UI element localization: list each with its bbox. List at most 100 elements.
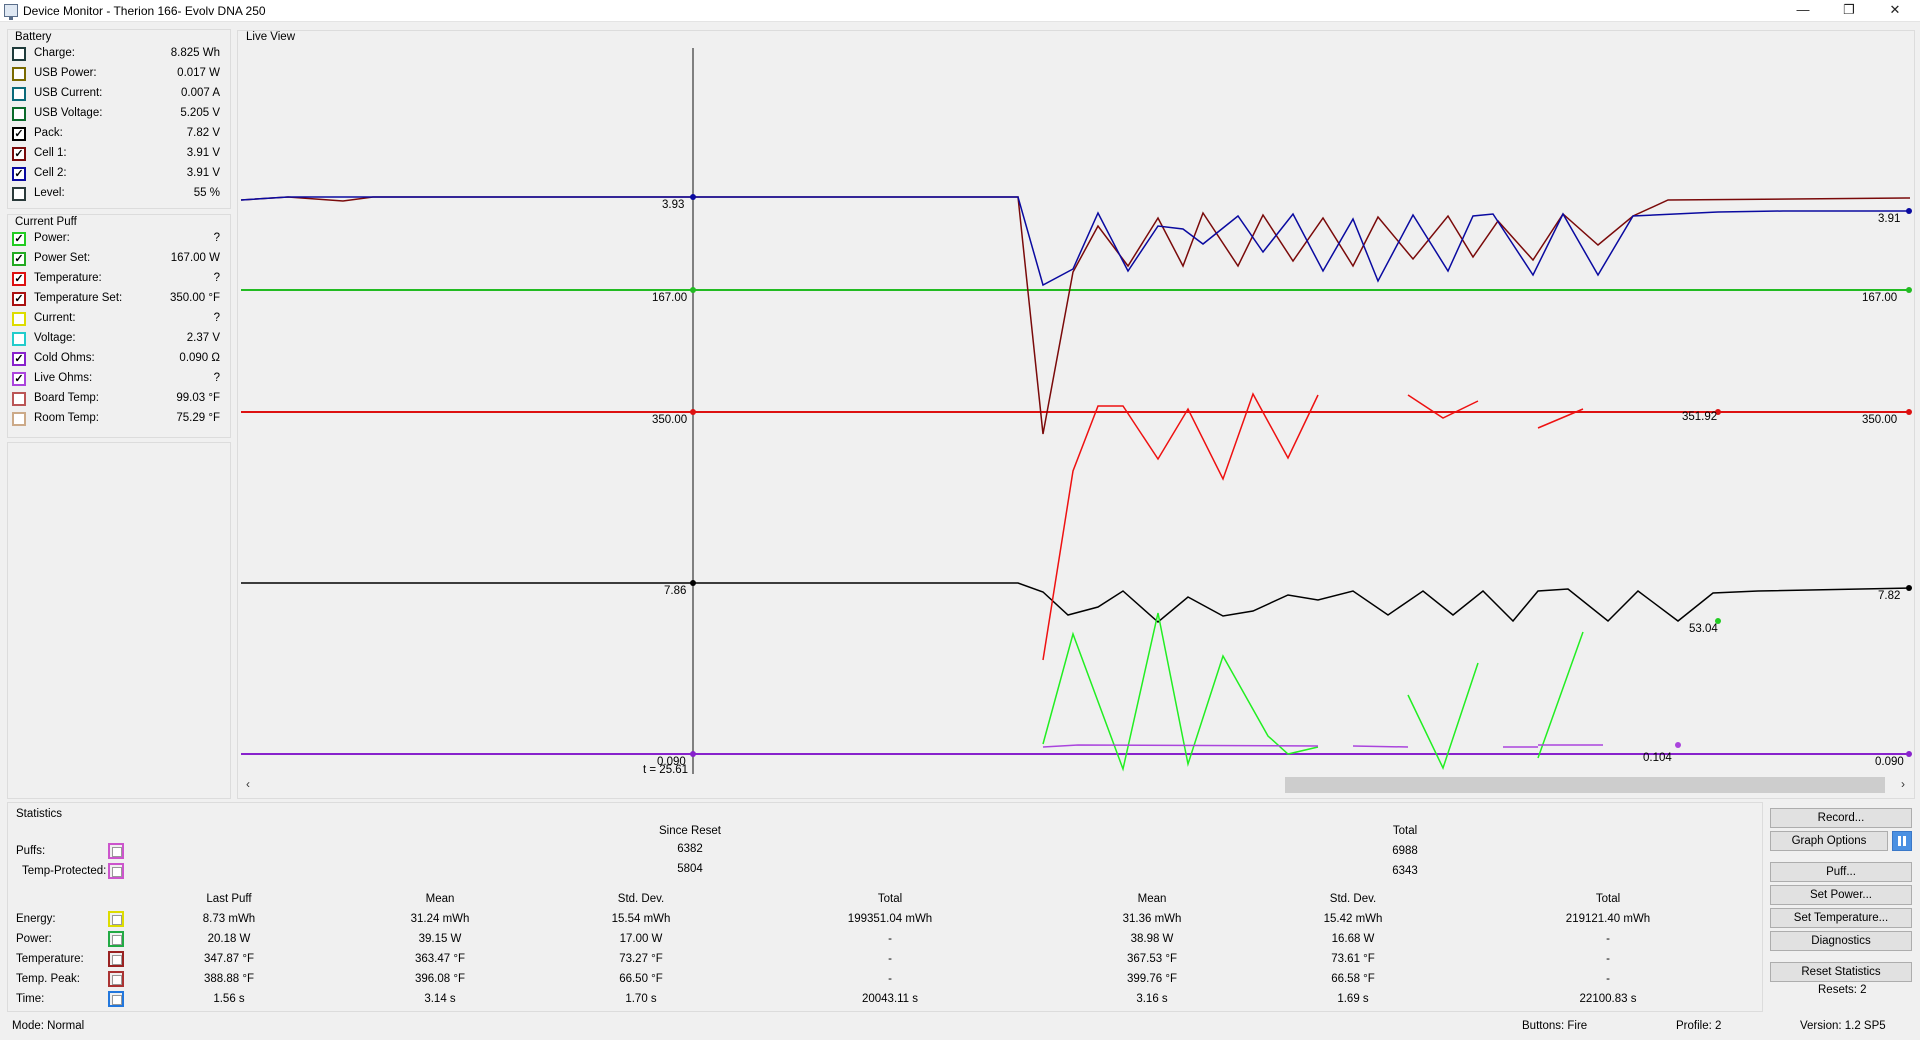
statistics-cell: 3.16 s <box>1136 993 1168 1005</box>
puffs-color-swatch[interactable] <box>108 843 124 859</box>
statistics-cell: 1.56 s <box>213 993 245 1005</box>
maximize-button[interactable]: ❐ <box>1843 2 1855 17</box>
channel-row: USB Current: 0.007 A <box>8 84 230 104</box>
cursor-dot <box>690 751 696 757</box>
channel-row: ✓ Live Ohms:? <box>8 369 230 389</box>
channel-checkbox[interactable] <box>12 107 26 121</box>
graph-options-button[interactable]: Graph Options <box>1770 831 1888 851</box>
record-button[interactable]: Record... <box>1770 808 1912 828</box>
temp-protected-label: Temp-Protected: <box>22 865 107 877</box>
channel-checkbox[interactable] <box>12 47 26 61</box>
diagnostics-button[interactable]: Diagnostics <box>1770 931 1912 951</box>
statistics-color-swatch[interactable] <box>108 971 124 987</box>
channel-checkbox[interactable] <box>12 392 26 406</box>
channel-value: 0.090 Ω <box>179 352 220 364</box>
channel-label: Power Set: <box>34 252 91 264</box>
statistics-cell: 66.58 °F <box>1331 973 1375 985</box>
minimize-button[interactable]: — <box>1796 2 1810 17</box>
statistics-cell: 367.53 °F <box>1127 953 1177 965</box>
statistics-column-header: Mean <box>1137 893 1167 905</box>
channel-checkbox[interactable]: ✓ <box>12 292 26 306</box>
live-view-chart[interactable] <box>238 31 1916 800</box>
pause-icon-bar <box>1903 836 1906 846</box>
channel-checkbox[interactable]: ✓ <box>12 372 26 386</box>
statistics-cell: 199351.04 mWh <box>847 913 933 925</box>
channel-checkbox[interactable]: ✓ <box>12 352 26 366</box>
channel-value: 2.37 V <box>186 332 220 344</box>
channel-row: ✓ Temperature Set: 350.00 °F <box>8 289 230 309</box>
end-label-pack: 7.82 <box>1878 590 1901 602</box>
channel-checkbox[interactable] <box>12 332 26 346</box>
statistics-column-header: Total <box>877 893 903 905</box>
cursor-label-pack: 7.86 <box>664 585 687 597</box>
channel-checkbox[interactable] <box>12 187 26 201</box>
channel-checkbox[interactable]: ✓ <box>12 167 26 181</box>
statistics-cell: 22100.83 s <box>1579 993 1637 1005</box>
statistics-cell: 31.36 mWh <box>1122 913 1182 925</box>
battery-group: Battery Charge: 8.825 Wh USB Power: 0.017 W… <box>7 29 231 209</box>
set-temperature-button[interactable]: Set Temperature... <box>1770 908 1912 928</box>
statistics-color-swatch[interactable] <box>108 931 124 947</box>
cursor-dot <box>690 409 696 415</box>
current-puff-group: Current Puff ✓ Power:? ✓ Power Set: 167.00 W… <box>7 214 231 438</box>
statistics-color-swatch[interactable] <box>108 991 124 1007</box>
pause-button[interactable] <box>1892 831 1912 851</box>
status-version: Version: 1.2 SP5 <box>1800 1020 1886 1032</box>
channel-checkbox[interactable]: ✓ <box>12 147 26 161</box>
channel-row: USB Power: 0.017 W <box>8 64 230 84</box>
channel-checkbox[interactable]: ✓ <box>12 127 26 141</box>
statistics-row-label: Temp. Peak: <box>16 973 80 985</box>
scroll-left-button[interactable]: ‹ <box>246 777 250 791</box>
tp-total: 6343 <box>1392 865 1418 877</box>
battery-group-title: Battery <box>15 31 52 43</box>
cursor-label-ohms: 0.090 <box>657 756 686 768</box>
set-power-button[interactable]: Set Power... <box>1770 885 1912 905</box>
statistics-color-swatch[interactable] <box>108 951 124 967</box>
channel-label: Power: <box>34 232 70 244</box>
pause-icon <box>1898 836 1901 846</box>
channel-row: USB Voltage: 5.205 V <box>8 104 230 124</box>
reset-statistics-button[interactable]: Reset Statistics <box>1770 962 1912 982</box>
close-button[interactable]: ✕ <box>1889 2 1901 17</box>
power-series-3 <box>1537 631 1584 759</box>
statistics-column-header: Last Puff <box>206 893 252 905</box>
channel-label: Level: <box>34 187 65 199</box>
statistics-group: Statistics Since Reset Total Puffs: 6382… <box>7 802 1763 1012</box>
channel-checkbox[interactable]: ✓ <box>12 252 26 266</box>
channel-value: ? <box>213 232 220 244</box>
channel-row: ✓ Power Set: 167.00 W <box>8 249 230 269</box>
channel-value: 55 % <box>193 187 220 199</box>
channel-row: ✓ Cell 2: 3.91 V <box>8 164 230 184</box>
cell1-series <box>240 196 1911 435</box>
statistics-cell: 388.88 °F <box>204 973 254 985</box>
live-view-panel[interactable]: Live View <box>237 30 1915 799</box>
channel-checkbox[interactable] <box>12 67 26 81</box>
live-ohms-series <box>1042 744 1319 748</box>
statistics-color-swatch[interactable] <box>108 911 124 927</box>
statistics-column-header: Total <box>1595 893 1621 905</box>
status-profile: Profile: 2 <box>1676 1020 1722 1032</box>
channel-label: USB Voltage: <box>34 107 103 119</box>
cursor-dot <box>690 194 696 200</box>
channel-checkbox[interactable]: ✓ <box>12 232 26 246</box>
scroll-thumb[interactable] <box>1285 777 1885 793</box>
pack-series <box>241 582 1911 623</box>
resets-count: Resets: 2 <box>1818 984 1867 996</box>
puffs-label: Puffs: <box>16 845 46 857</box>
channel-checkbox[interactable] <box>12 87 26 101</box>
temp-protected-color-swatch[interactable] <box>108 863 124 879</box>
scroll-right-button[interactable]: › <box>1901 777 1905 791</box>
statistics-cell: 399.76 °F <box>1127 973 1177 985</box>
end-dot <box>1906 409 1912 415</box>
monitor-icon <box>4 4 18 20</box>
channel-checkbox[interactable] <box>12 412 26 426</box>
channel-value: 0.007 A <box>180 87 220 99</box>
statistics-cell: 31.24 mWh <box>410 913 470 925</box>
channel-checkbox[interactable]: ✓ <box>12 272 26 286</box>
live-view-scrollbar[interactable]: ‹ › <box>240 775 1911 795</box>
statistics-cell: 15.54 mWh <box>611 913 671 925</box>
channel-label: Cell 2: <box>34 167 67 179</box>
puff-button[interactable]: Puff... <box>1770 862 1912 882</box>
channel-checkbox[interactable] <box>12 312 26 326</box>
peak-dot <box>1715 409 1721 415</box>
